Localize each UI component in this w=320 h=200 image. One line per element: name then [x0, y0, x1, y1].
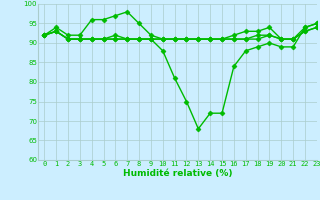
X-axis label: Humidité relative (%): Humidité relative (%)	[123, 169, 232, 178]
